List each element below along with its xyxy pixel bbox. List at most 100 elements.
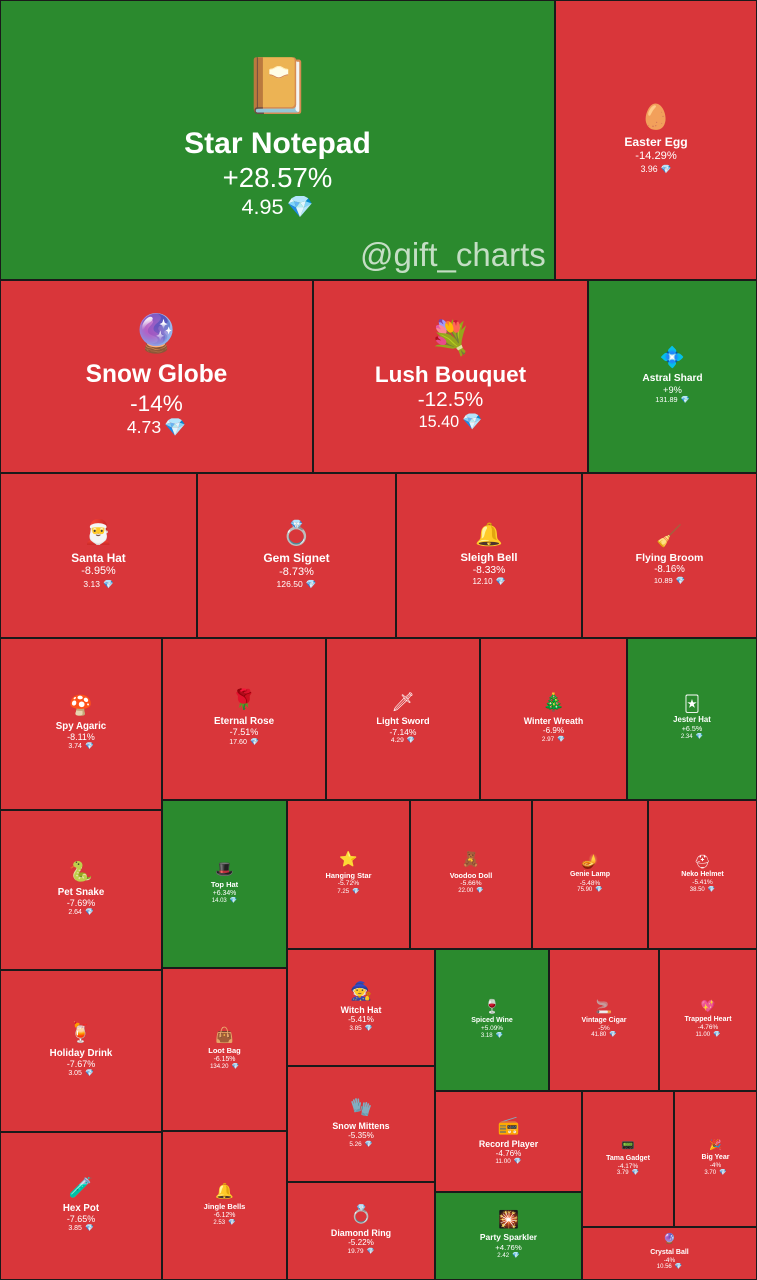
diamond-icon: 💎 bbox=[674, 1264, 683, 1271]
watermark: @gift_charts bbox=[360, 236, 546, 273]
item-change: -4.76% bbox=[697, 1023, 719, 1031]
item-change: -14% bbox=[130, 390, 183, 416]
item-name: Hex Pot bbox=[62, 1203, 100, 1215]
item-price: 3.85 💎 bbox=[68, 1225, 93, 1233]
price-value: 131.89 bbox=[655, 395, 678, 405]
tile-star-notepad: 📔 Star Notepad +28.57% 4.95 💎 bbox=[0, 0, 555, 280]
item-price: 2.64 💎 bbox=[68, 909, 93, 917]
diamond-icon: 💎 bbox=[462, 412, 483, 431]
item-change: -4% bbox=[663, 1256, 676, 1264]
tile-tama-gadget: 📟 Tama Gadget -4.17% 3.79 💎 bbox=[582, 1091, 674, 1227]
tile-lush-bouquet: 💐 Lush Bouquet -12.5% 15.40 💎 bbox=[313, 280, 588, 473]
tile-hanging-star: ⭐ Hanging Star -5.72% 7.25 💎 bbox=[287, 800, 410, 949]
item-name: Crystal Ball bbox=[650, 1248, 689, 1256]
tile-genie-lamp: 🪔 Genie Lamp -5.48% 75.90 💎 bbox=[532, 800, 648, 949]
tile-flying-broom: 🧹 Flying Broom -8.16% 10.89 💎 bbox=[582, 473, 757, 638]
item-name: Snow Mittens bbox=[332, 1121, 390, 1132]
diamond-icon: 💎 bbox=[229, 898, 238, 905]
eternal-rose-icon: 🌹 bbox=[231, 689, 257, 712]
tile-diamond-ring: 💍 Diamond Ring -5.22% 19.79 💎 bbox=[287, 1182, 435, 1280]
tile-crystal-ball: 🔮 Crystal Ball -4% 10.56 💎 bbox=[582, 1227, 757, 1280]
price-value: 11.00 bbox=[495, 1158, 511, 1166]
item-change: -8.33% bbox=[472, 565, 506, 577]
item-price: 5.26 💎 bbox=[349, 1141, 372, 1149]
item-name: Holiday Drink bbox=[49, 1048, 113, 1060]
item-name: Top Hat bbox=[210, 880, 239, 890]
price-value: 3.79 bbox=[616, 1170, 629, 1177]
top-hat-icon: 🎩 bbox=[215, 861, 234, 879]
easter-egg-icon: 🥚 bbox=[640, 104, 672, 131]
item-name: Witch Hat bbox=[340, 1004, 382, 1015]
item-price: 2.42 💎 bbox=[497, 1252, 519, 1259]
crystal-ball-icon: 🔮 bbox=[663, 1234, 676, 1246]
tile-vintage-cigar: 🚬 Vintage Cigar -5% 41.80 💎 bbox=[549, 949, 659, 1091]
item-name: Lush Bouquet bbox=[374, 361, 527, 387]
tile-party-sparkler: 🎇 Party Sparkler +4.76% 2.42 💎 bbox=[435, 1192, 582, 1280]
tile-light-sword: 🗡 Light Sword -7.14% 4.29 💎 bbox=[326, 638, 480, 800]
price-value: 75.90 bbox=[577, 887, 593, 894]
tile-top-hat: 🎩 Top Hat +6.34% 14.03 💎 bbox=[162, 800, 287, 968]
item-change: -8.73% bbox=[279, 565, 314, 578]
item-price: 3.05 💎 bbox=[68, 1070, 93, 1078]
trapped-heart-icon: 💖 bbox=[700, 1000, 716, 1014]
price-value: 3.18 bbox=[480, 1032, 493, 1039]
tile-spiced-wine: 🍷 Spiced Wine +5.09% 3.18 💎 bbox=[435, 949, 549, 1091]
diamond-icon: 💎 bbox=[713, 1031, 721, 1038]
item-change: -5.48% bbox=[579, 879, 601, 887]
price-value: 7.25 bbox=[337, 888, 350, 895]
price-value: 3.70 bbox=[704, 1169, 717, 1176]
tile-gem-signet: 💍 Gem Signet -8.73% 126.50 💎 bbox=[197, 473, 396, 638]
price-value: 3.85 bbox=[68, 1224, 82, 1232]
item-price: 38.50 💎 bbox=[690, 887, 716, 894]
tile-big-year: 🎉 Big Year -4% 3.70 💎 bbox=[674, 1091, 757, 1227]
item-name: Record Player bbox=[478, 1138, 539, 1149]
item-price: 15.40 💎 bbox=[419, 413, 483, 432]
item-change: -7.69% bbox=[66, 898, 96, 909]
winter-wreath-icon: 🎄 bbox=[542, 692, 565, 713]
astral-shard-icon: 💠 bbox=[659, 347, 686, 370]
item-change: +5.09% bbox=[480, 1024, 503, 1032]
diamond-icon: 💎 bbox=[228, 1219, 236, 1226]
item-price: 10.56 💎 bbox=[657, 1264, 683, 1271]
diamond-icon: 💎 bbox=[249, 738, 259, 747]
item-change: -4% bbox=[709, 1162, 722, 1170]
price-value: 3.85 bbox=[349, 1024, 362, 1032]
loot-bag-icon: 👜 bbox=[215, 1026, 234, 1044]
item-change: -5.72% bbox=[337, 880, 360, 888]
genie-lamp-icon: 🪔 bbox=[581, 852, 599, 869]
item-change: -5% bbox=[598, 1024, 610, 1032]
sleigh-bell-icon: 🔔 bbox=[475, 521, 503, 547]
item-change: -14.29% bbox=[635, 150, 677, 163]
item-change: -7.14% bbox=[389, 726, 417, 737]
diamond-icon: 💎 bbox=[84, 908, 94, 916]
price-value: 4.73 bbox=[126, 416, 162, 437]
tile-eternal-rose: 🌹 Eternal Rose -7.51% 17.60 💎 bbox=[162, 638, 326, 800]
item-name: Eternal Rose bbox=[213, 716, 275, 728]
tile-jester-hat: 🃏 Jester Hat +6.5% 2.34 💎 bbox=[627, 638, 757, 800]
gem-signet-icon: 💍 bbox=[281, 519, 312, 547]
price-value: 41.80 bbox=[591, 1032, 607, 1039]
item-price: 3.74 💎 bbox=[68, 743, 93, 751]
item-change: -7.65% bbox=[66, 1214, 96, 1225]
item-change: -8.95% bbox=[81, 565, 116, 578]
price-value: 2.64 bbox=[68, 908, 82, 916]
tile-trapped-heart: 💖 Trapped Heart -4.76% 11.00 💎 bbox=[659, 949, 757, 1091]
item-change: +6.5% bbox=[681, 725, 703, 734]
diamond-icon: 💎 bbox=[695, 733, 704, 740]
diamond-icon: 💎 bbox=[406, 737, 416, 745]
item-change: -8.11% bbox=[67, 732, 95, 743]
diamond-icon: 💎 bbox=[102, 578, 114, 589]
item-price: 4.95 💎 bbox=[242, 194, 314, 220]
diamond-icon: 💎 bbox=[680, 395, 690, 405]
price-value: 3.96 bbox=[640, 163, 658, 174]
price-value: 126.50 bbox=[276, 578, 303, 589]
price-value: 38.50 bbox=[689, 886, 705, 893]
item-name: Vintage Cigar bbox=[581, 1016, 627, 1024]
item-name: Spiced Wine bbox=[471, 1016, 513, 1024]
price-value: 11.00 bbox=[695, 1031, 711, 1038]
item-name: Light Sword bbox=[376, 716, 430, 727]
item-change: -6.15% bbox=[213, 1055, 236, 1063]
record-player-icon: 📻 bbox=[497, 1114, 520, 1135]
item-name: Winter Wreath bbox=[523, 716, 584, 727]
item-price: 3.18 💎 bbox=[481, 1033, 503, 1040]
